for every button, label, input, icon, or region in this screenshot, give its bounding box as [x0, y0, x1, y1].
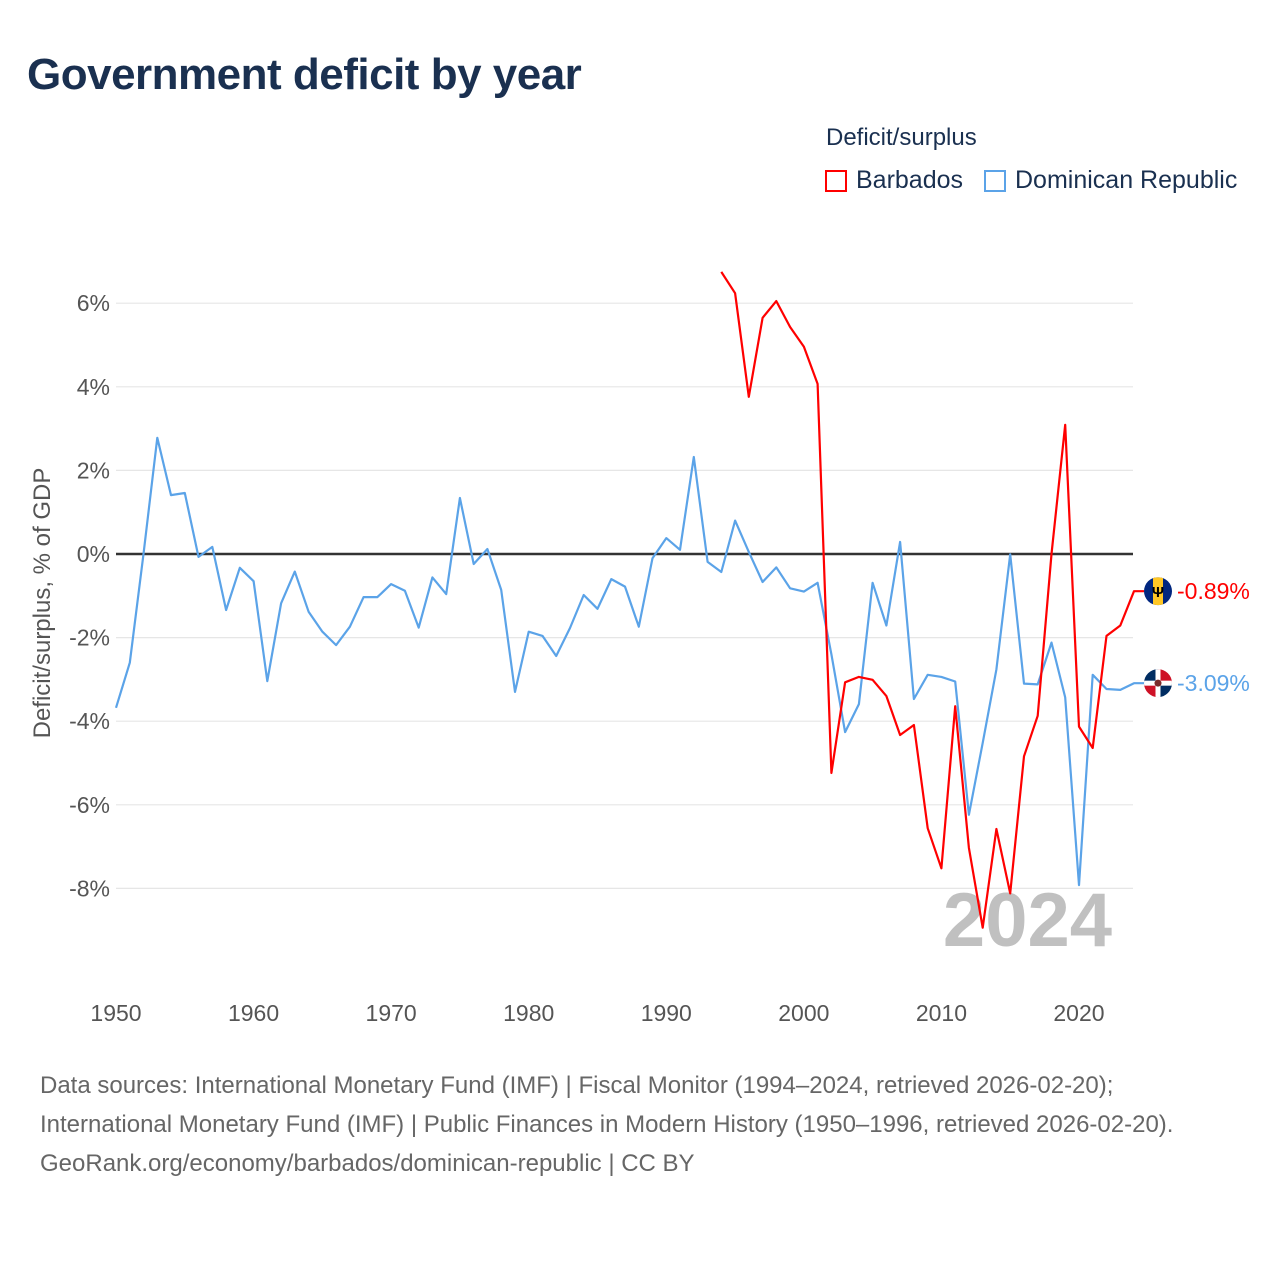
end-value-label: -3.09%: [1177, 670, 1250, 696]
x-tick-label: 1990: [641, 1000, 692, 1026]
legend-item-dominican-republic[interactable]: Dominican Republic: [984, 166, 1237, 195]
y-tick-label: -8%: [69, 875, 110, 901]
y-axis-label: Deficit/surplus, % of GDP: [29, 468, 56, 739]
footer: Data sources: International Monetary Fun…: [40, 1066, 1240, 1183]
dominican-republic-flag-icon: [1144, 669, 1172, 698]
y-tick-label: 2%: [77, 457, 110, 483]
series-line-barbados[interactable]: [720, 271, 1145, 929]
barbados-flag-icon: Ψ: [1144, 577, 1172, 606]
year-watermark: 2024: [943, 878, 1112, 963]
x-tick-label: 1950: [90, 1000, 141, 1026]
legend-label: Barbados: [856, 166, 964, 194]
y-tick-label: -6%: [69, 792, 110, 818]
series-line-dominican-republic[interactable]: [114, 436, 1145, 887]
x-tick-label: 1980: [503, 1000, 554, 1026]
x-tick-label: 1960: [228, 1000, 279, 1026]
legend-swatch-dominican-republic: [984, 169, 1006, 192]
data-sources: Data sources: International Monetary Fun…: [40, 1072, 1174, 1138]
y-tick-label: 0%: [77, 541, 110, 567]
legend-title: Deficit/surplus: [826, 124, 977, 151]
legend-swatch-barbados: [825, 169, 847, 192]
legend-label: Dominican Republic: [1015, 166, 1238, 194]
end-value-label: -0.89%: [1177, 578, 1250, 604]
line-chart: 6% 4% 2% 0% -2% -4% -6% -8% 1950 1960 1970 1980 1990…: [29, 271, 1250, 1026]
chart-title: Government deficit by year: [27, 50, 582, 99]
source-link[interactable]: GeoRank.org/economy/barbados/dominican-r…: [40, 1150, 695, 1177]
y-tick-label: -4%: [69, 708, 110, 734]
x-tick-label: 2020: [1053, 1000, 1104, 1026]
x-tick-label: 1970: [366, 1000, 417, 1026]
legend-item-barbados[interactable]: Barbados: [825, 166, 963, 195]
y-tick-label: 4%: [77, 374, 110, 400]
x-tick-label: 2000: [778, 1000, 829, 1026]
y-tick-label: 6%: [77, 290, 110, 316]
y-tick-label: -2%: [69, 625, 110, 651]
svg-text:Ψ: Ψ: [1152, 584, 1164, 601]
x-tick-label: 2010: [916, 1000, 967, 1026]
